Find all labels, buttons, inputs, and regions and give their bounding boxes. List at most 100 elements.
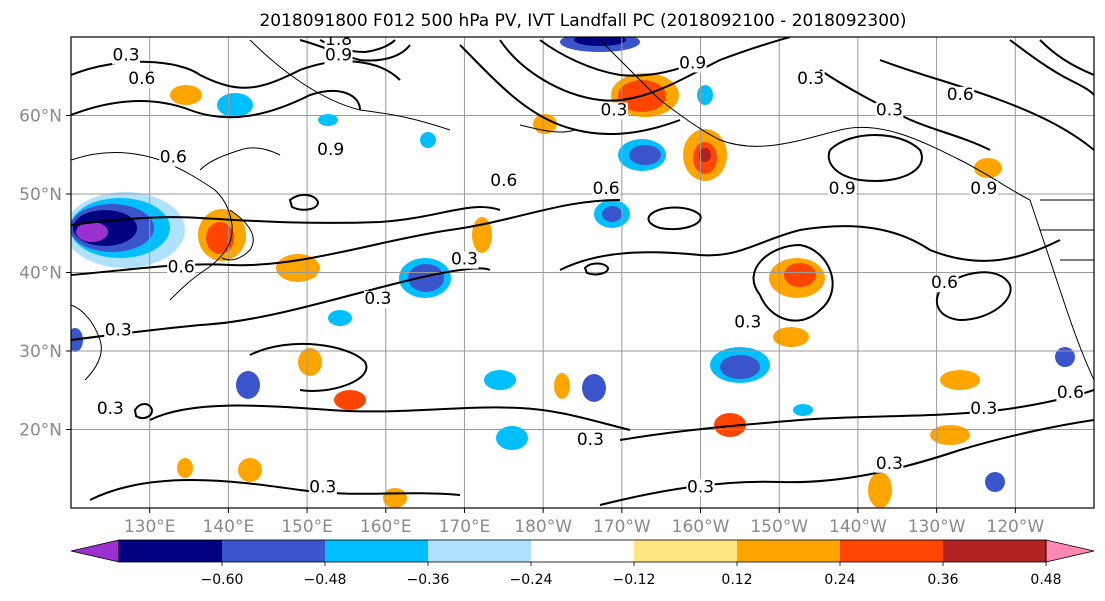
contour-label-background [678, 55, 707, 73]
contour-label: 1.8 [325, 30, 352, 50]
colorbar-tick-label: −0.36 [407, 572, 450, 588]
colorbar-tick-label: −0.24 [510, 572, 553, 588]
positive-anomaly-area [699, 148, 711, 162]
negative-anomaly-area [318, 114, 338, 126]
contour-line [71, 90, 361, 119]
positive-anomaly-area [238, 458, 262, 482]
contour-label: 0.6 [490, 171, 517, 191]
negative-anomaly-area [697, 85, 713, 105]
contour-label: 0.6 [168, 258, 195, 278]
contour-label: 0.3 [364, 289, 391, 309]
colorbar-extend-low [70, 539, 120, 563]
colorbar-swatch [943, 540, 1047, 562]
longitude-tick-label: 140°E [203, 517, 255, 537]
colorbar-tick-label: 0.48 [1030, 572, 1061, 588]
contour-label: 0.9 [317, 140, 344, 160]
contour-label-background [599, 102, 628, 120]
contour-line [71, 199, 621, 276]
latitude-tick-label: 30°N [19, 342, 62, 362]
longitude-tick-label: 130°W [908, 517, 966, 537]
positive-anomaly-area [206, 222, 234, 254]
colorbar: −0.60 −0.48 −0.36 −0.24 −0.12 0.12 0.24 0.36 0.4… [70, 539, 1095, 588]
contour-label-background [686, 479, 715, 497]
longitude-ticks: 130°E 140°E 150°E 160°E 170°E 180°W 170°W 160°W… [124, 508, 1044, 537]
contour-line [288, 194, 320, 211]
longitude-tick-label: 170°E [439, 517, 491, 537]
contour-label: 0.3 [876, 454, 903, 474]
negative-anomaly-area [1055, 347, 1075, 367]
contour-line [299, 39, 411, 62]
negative-anomaly-area [574, 37, 626, 46]
positive-anomaly-area [334, 390, 366, 410]
contour-label-background [308, 479, 337, 497]
colorbar-swatch [325, 540, 429, 562]
contour-label-background [828, 181, 857, 198]
contour-label: 0.3 [876, 101, 903, 121]
contour-label-background [733, 314, 762, 332]
positive-anomaly-area [773, 327, 809, 347]
colorbar-swatch [119, 540, 223, 562]
negative-anomaly-area [793, 404, 813, 416]
positive-anomaly-area [714, 413, 746, 437]
negative-anomaly-area [496, 426, 528, 450]
colorbar-swatch [222, 540, 326, 562]
latitude-tick-label: 50°N [19, 185, 62, 205]
contour-label-background [930, 275, 959, 293]
contour-label: 0.9 [325, 46, 352, 66]
contour-line [752, 243, 834, 322]
positive-anomaly-area [868, 472, 892, 508]
contour-line [619, 389, 1094, 441]
negative-anomaly-area [985, 472, 1005, 492]
contour-line [459, 44, 681, 136]
contour-label: 0.3 [687, 477, 714, 497]
contour-label-background [96, 400, 125, 418]
contour-label: 0.3 [797, 69, 824, 89]
contour-line [71, 60, 401, 89]
colorbar-frame [118, 539, 1047, 563]
contour-label-background [946, 86, 975, 104]
contour-line [1009, 39, 1094, 96]
sakhalin-coastline [199, 147, 281, 171]
contour-line [499, 37, 791, 102]
contour-label: 0.3 [309, 477, 336, 497]
contour-line [71, 206, 501, 226]
positive-anomaly-area [940, 370, 980, 390]
contour-label-background [112, 47, 141, 65]
positive-anomaly-area [974, 158, 1002, 178]
colorbar-swatch [634, 540, 738, 562]
contour-label: 0.9 [829, 179, 856, 199]
contour-labels: 0.30.61.80.90.90.60.60.30.30.30.30.60.30… [96, 30, 1085, 497]
latitude-tick-label: 20°N [19, 421, 62, 441]
contour-label-background [167, 259, 196, 277]
positive-anomaly-area [930, 425, 970, 445]
colorbar-tick-label: 0.24 [824, 572, 855, 588]
contour-label: 0.6 [931, 273, 958, 293]
contour-label: 0.6 [128, 69, 155, 89]
state-borders [1040, 199, 1094, 261]
contour-line [827, 134, 923, 182]
nw-america-coastline [1029, 199, 1094, 381]
contour-label: 0.3 [105, 320, 132, 340]
contour-line [599, 419, 1094, 506]
negative-anomaly-area [408, 264, 444, 292]
contour-label: 0.9 [970, 179, 997, 199]
aleutian-islands [519, 124, 576, 133]
colorbar-swatch [531, 540, 635, 562]
colorbar-tick-label: 0.36 [927, 572, 958, 588]
negative-anomaly-area [720, 355, 760, 379]
longitude-tick-label: 160°E [360, 517, 412, 537]
longitude-tick-label: 170°W [593, 517, 651, 537]
contour-label: 0.3 [970, 399, 997, 419]
contour-label-background [969, 400, 998, 418]
contour-line [879, 59, 1094, 151]
contour-label: 0.3 [734, 312, 761, 332]
longitude-tick-label: 160°W [672, 517, 730, 537]
contour-line [133, 403, 154, 419]
colorbar-tick-label: −0.60 [201, 572, 244, 588]
japan-coastline [221, 209, 254, 261]
contour-line [935, 271, 1012, 322]
contour-label-background [316, 141, 345, 159]
positive-anomaly-area [784, 263, 816, 287]
